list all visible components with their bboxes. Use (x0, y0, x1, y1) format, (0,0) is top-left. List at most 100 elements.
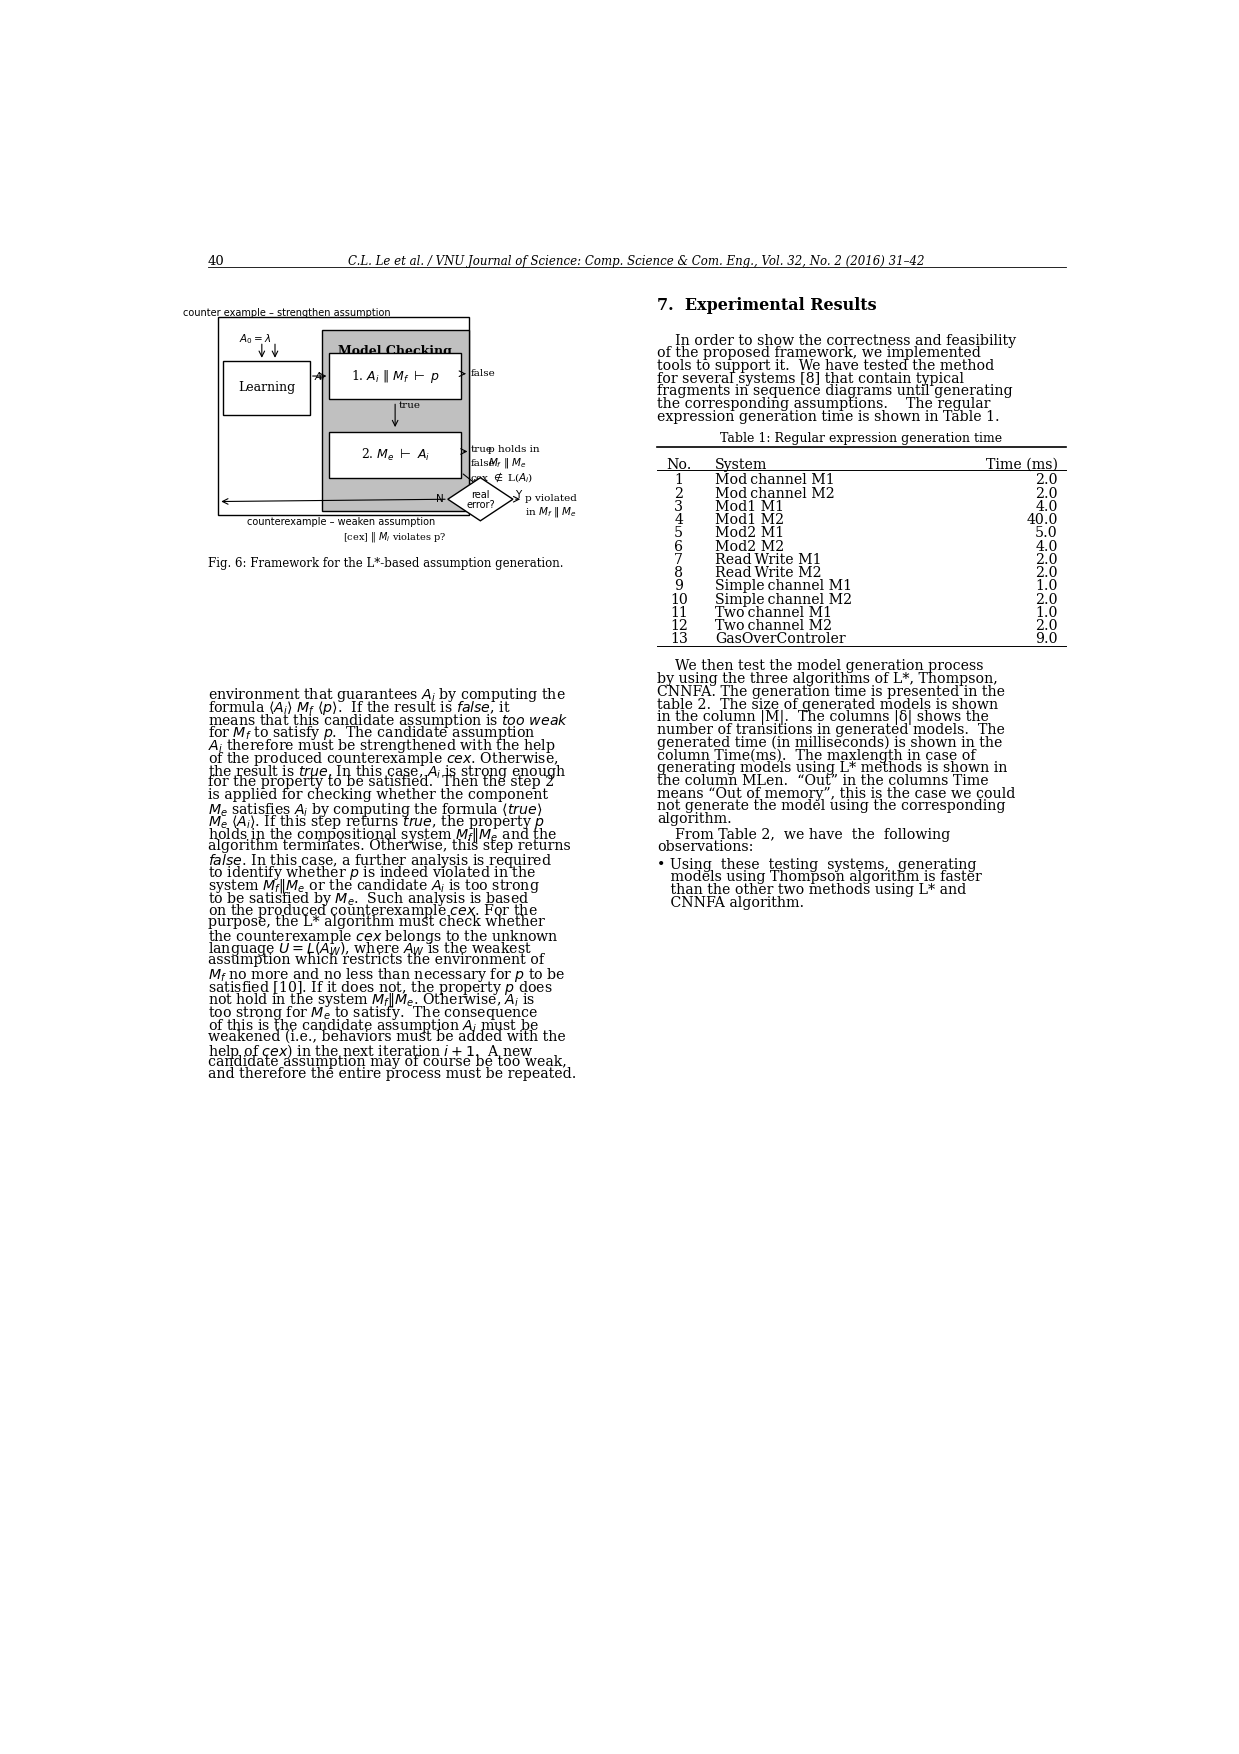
Text: System: System (715, 458, 768, 472)
Text: algorithm terminates. Otherwise, this step returns: algorithm terminates. Otherwise, this st… (208, 838, 570, 852)
Text: on the produced counterexample $cex$. For the: on the produced counterexample $cex$. Fo… (208, 902, 538, 921)
Text: models using Thompson algorithm is faster: models using Thompson algorithm is faste… (657, 870, 981, 884)
Text: Simple channel M2: Simple channel M2 (715, 593, 852, 607)
Text: generated time (in milliseconds) is shown in the: generated time (in milliseconds) is show… (657, 735, 1002, 751)
Text: means that this candidate assumption is $too\ weak$: means that this candidate assumption is … (208, 712, 567, 730)
Text: by using the three algorithms of L*, Thompson,: by using the three algorithms of L*, Tho… (657, 672, 997, 686)
Text: in $M_f$ $\|$ $M_e$: in $M_f$ $\|$ $M_e$ (525, 505, 577, 519)
Text: observations:: observations: (657, 840, 753, 854)
Text: Table 1: Regular expression generation time: Table 1: Regular expression generation t… (720, 431, 1002, 446)
Text: Fig. 6: Framework for the L*-based assumption generation.: Fig. 6: Framework for the L*-based assum… (208, 558, 563, 570)
Text: Mod channel M2: Mod channel M2 (715, 486, 835, 500)
Text: $A_i$ therefore must be strengthened with the help: $A_i$ therefore must be strengthened wit… (208, 737, 555, 756)
Text: weakened (i.e., behaviors must be added with the: weakened (i.e., behaviors must be added … (208, 1030, 565, 1044)
Text: candidate assumption may of course be too weak,: candidate assumption may of course be to… (208, 1054, 566, 1068)
Text: satisfied [10]. If it does not, the property $p$ does: satisfied [10]. If it does not, the prop… (208, 979, 553, 996)
Text: $A_0 = \lambda$: $A_0 = \lambda$ (239, 332, 271, 346)
Text: for several systems [8] that contain typical: for several systems [8] that contain typ… (657, 372, 964, 386)
Text: $M_f$ no more and no less than necessary for $p$ to be: $M_f$ no more and no less than necessary… (208, 966, 565, 984)
Text: $false$. In this case, a further analysis is required: $false$. In this case, a further analysi… (208, 851, 551, 870)
Text: true: true (399, 402, 421, 410)
Text: than the other two methods using L* and: than the other two methods using L* and (657, 884, 966, 896)
Text: holds in the compositional system $M_f$$\|$$M_e$ and the: holds in the compositional system $M_f$$… (208, 826, 556, 844)
Text: 1: 1 (674, 474, 683, 488)
Text: true: true (471, 446, 492, 454)
Text: 12: 12 (670, 619, 688, 633)
Text: Simple channel M1: Simple channel M1 (715, 579, 852, 593)
Text: assumption which restricts the environment of: assumption which restricts the environme… (208, 952, 544, 966)
Text: CNNFA. The generation time is presented in the: CNNFA. The generation time is presented … (657, 684, 1005, 698)
Text: 2: 2 (674, 486, 683, 500)
Text: fragments in sequence diagrams until generating: fragments in sequence diagrams until gen… (657, 384, 1012, 398)
Text: $M_e$ $\langle A_i \rangle$. If this step returns $true$, the property $p$: $M_e$ $\langle A_i \rangle$. If this ste… (208, 814, 545, 831)
Text: 9.0: 9.0 (1035, 633, 1058, 647)
Text: 4.0: 4.0 (1036, 500, 1058, 514)
Text: 7.  Experimental Results: 7. Experimental Results (657, 296, 877, 314)
Text: false: false (471, 460, 496, 468)
Text: real: real (471, 491, 489, 500)
Text: Model Checking: Model Checking (338, 346, 452, 358)
Text: counter example – strengthen assumption: counter example – strengthen assumption (183, 307, 390, 317)
Text: p holds in: p holds in (488, 446, 540, 454)
Text: Read Write M2: Read Write M2 (715, 567, 821, 581)
Text: 3: 3 (674, 500, 683, 514)
Text: table 2.  The size of generated models is shown: table 2. The size of generated models is… (657, 698, 999, 712)
Text: Mod2 M2: Mod2 M2 (715, 540, 784, 554)
Text: From Table 2,  we have  the  following: From Table 2, we have the following (657, 828, 950, 842)
Text: 2.0: 2.0 (1035, 619, 1058, 633)
Text: formula $\langle A_i \rangle$ $M_f$ $\langle p \rangle$.  If the result is $fals: formula $\langle A_i \rangle$ $M_f$ $\la… (208, 700, 510, 717)
Text: column Time(ms).  The maxlength in case of: column Time(ms). The maxlength in case o… (657, 749, 975, 763)
Text: No.: No. (667, 458, 691, 472)
Text: We then test the model generation process: We then test the model generation proces… (657, 660, 984, 674)
Text: 5.0: 5.0 (1035, 526, 1058, 540)
Text: of the proposed framework, we implemented: of the proposed framework, we implemente… (657, 346, 981, 360)
Text: tools to support it.  We have tested the method: tools to support it. We have tested the … (657, 360, 995, 374)
Text: 40: 40 (208, 254, 224, 268)
Text: the corresponding assumptions.    The regular: the corresponding assumptions. The regul… (657, 396, 990, 410)
Text: false: false (471, 370, 496, 379)
Text: 2.0: 2.0 (1035, 474, 1058, 488)
Text: 11: 11 (670, 605, 688, 619)
Polygon shape (447, 477, 513, 521)
Text: Learning: Learning (238, 381, 295, 395)
Text: of the produced counterexample $cex$. Otherwise,: of the produced counterexample $cex$. Ot… (208, 751, 559, 768)
Text: Mod channel M1: Mod channel M1 (715, 474, 835, 488)
Text: generating models using L* methods is shown in: generating models using L* methods is sh… (657, 761, 1007, 775)
Text: not hold in the system $M_f$$\|$$M_e$. Otherwise, $A_i$ is: not hold in the system $M_f$$\|$$M_e$. O… (208, 991, 535, 1009)
Text: 7: 7 (674, 553, 683, 567)
Text: 1.0: 1.0 (1036, 579, 1058, 593)
Text: error?: error? (466, 500, 494, 510)
Bar (218, 317, 468, 514)
Text: cex $\notin$ L($A_i$): cex $\notin$ L($A_i$) (471, 470, 534, 484)
Text: to identify whether $p$ is indeed violated in the: to identify whether $p$ is indeed violat… (208, 865, 535, 882)
Text: Two channel M2: Two channel M2 (715, 619, 833, 633)
Text: expression generation time is shown in Table 1.: expression generation time is shown in T… (657, 410, 1000, 424)
Bar (321, 330, 468, 510)
Text: means “Out of memory”, this is the case we could: means “Out of memory”, this is the case … (657, 786, 1016, 800)
Text: 5: 5 (674, 526, 684, 540)
Text: Y: Y (515, 491, 522, 500)
Text: and therefore the entire process must be repeated.: and therefore the entire process must be… (208, 1068, 576, 1082)
Text: the column MLen.  “Out” in the columns Time: the column MLen. “Out” in the columns Ti… (657, 774, 989, 788)
Text: counterexample – weaken assumption: counterexample – weaken assumption (247, 517, 435, 526)
Text: number of transitions in generated models.  The: number of transitions in generated model… (657, 723, 1005, 737)
Text: In order to show the correctness and feasibility: In order to show the correctness and fea… (657, 333, 1016, 347)
Text: for $M_f$ to satisfy $p$.  The candidate assumption: for $M_f$ to satisfy $p$. The candidate … (208, 724, 535, 742)
Text: 4.0: 4.0 (1036, 540, 1058, 554)
Text: help of $cex$) in the next iteration $i + 1$.  A new: help of $cex$) in the next iteration $i … (208, 1042, 533, 1061)
Text: 2. $M_e$ $\vdash$ $A_i$: 2. $M_e$ $\vdash$ $A_i$ (361, 447, 430, 463)
Text: system $M_f$$\|$$M_e$ or the candidate $A_i$ is too strong: system $M_f$$\|$$M_e$ or the candidate $… (208, 877, 539, 895)
Text: not generate the model using the corresponding: not generate the model using the corresp… (657, 800, 1006, 814)
Text: 2.0: 2.0 (1035, 553, 1058, 567)
Text: of this is the candidate assumption $A_i$ must be: of this is the candidate assumption $A_i… (208, 1017, 538, 1035)
Bar (330, 353, 461, 400)
Bar (223, 361, 310, 414)
Text: Mod2 M1: Mod2 M1 (715, 526, 784, 540)
Text: language $U = L(A_W)$, where $A_W$ is the weakest: language $U = L(A_W)$, where $A_W$ is th… (208, 940, 532, 958)
Text: N: N (436, 495, 444, 503)
Text: 1. $A_i$ $\|$ $M_f$ $\vdash$ $p$: 1. $A_i$ $\|$ $M_f$ $\vdash$ $p$ (351, 368, 440, 384)
Text: 40.0: 40.0 (1026, 514, 1058, 528)
Text: GasOverControler: GasOverControler (715, 633, 846, 647)
Text: Time (ms): Time (ms) (986, 458, 1058, 472)
Text: CNNFA algorithm.: CNNFA algorithm. (657, 896, 804, 910)
